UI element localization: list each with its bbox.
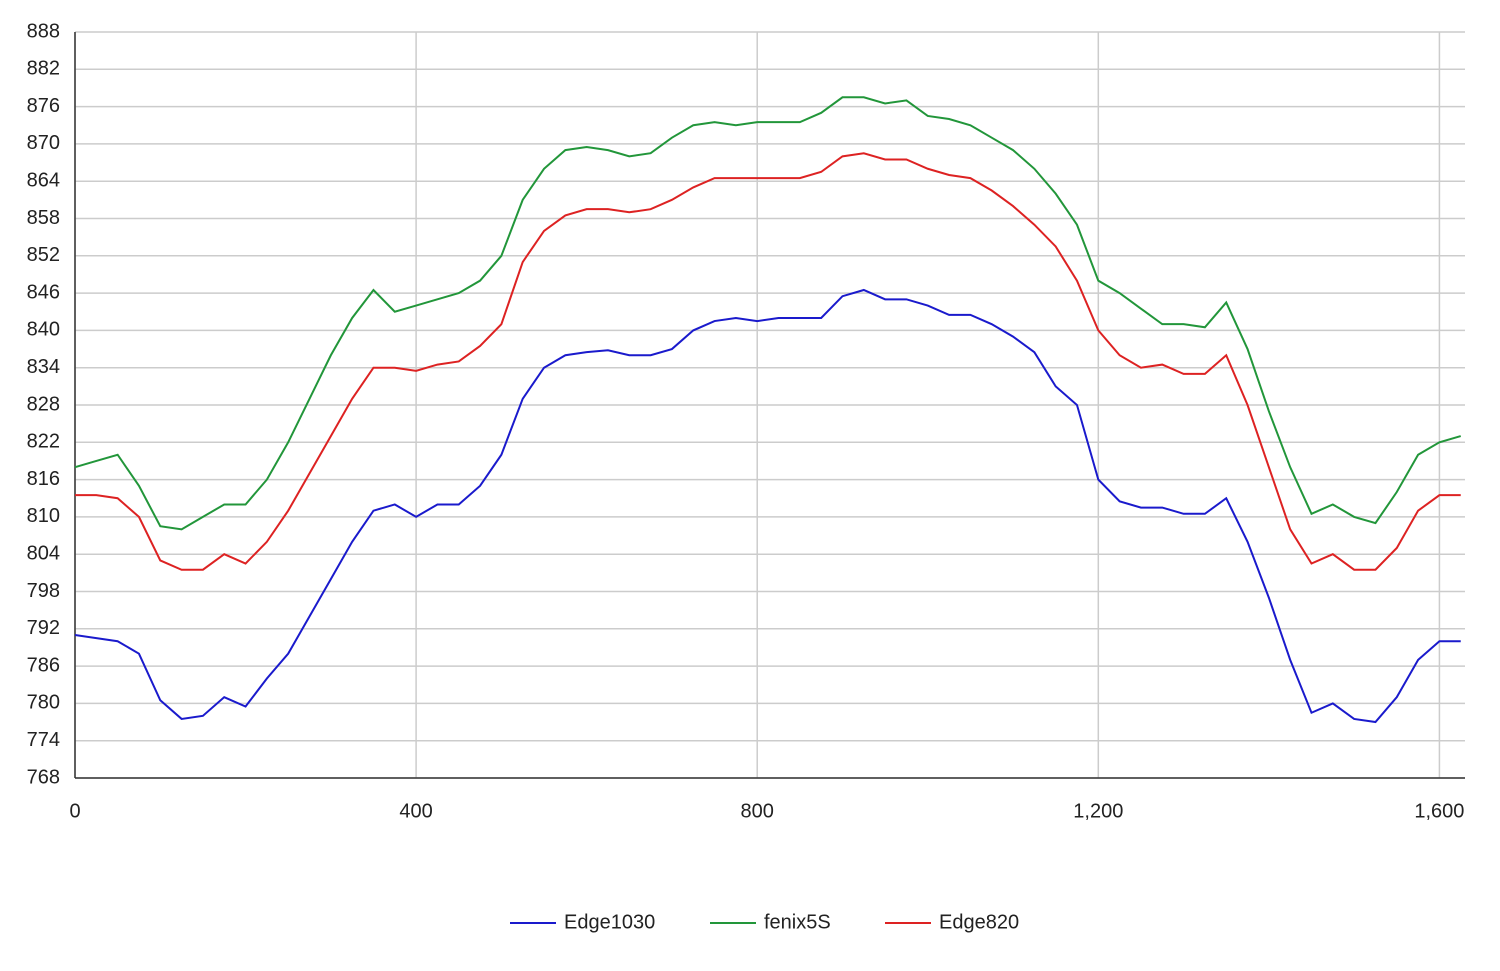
y-tick-label: 798 — [27, 580, 60, 602]
y-tick-label: 864 — [27, 169, 60, 191]
x-tick-label: 800 — [741, 800, 774, 822]
y-tick-label: 882 — [27, 58, 60, 80]
x-tick-label: 0 — [69, 800, 80, 822]
y-tick-label: 840 — [27, 319, 60, 341]
legend-label: Edge820 — [939, 911, 1019, 933]
y-tick-label: 768 — [27, 766, 60, 788]
legend-label: Edge1030 — [564, 911, 655, 933]
y-tick-label: 846 — [27, 281, 60, 303]
series-line — [74, 288, 1461, 724]
y-tick-label: 780 — [27, 692, 60, 714]
y-tick-label: 870 — [27, 132, 60, 154]
x-tick-label: 1,600 — [1414, 800, 1464, 822]
series-line — [74, 96, 1462, 531]
x-tick-label: 1,200 — [1073, 800, 1123, 822]
y-tick-label: 810 — [27, 505, 60, 527]
y-tick-label: 792 — [27, 617, 60, 639]
y-tick-label: 786 — [27, 654, 60, 676]
y-tick-label: 804 — [27, 542, 60, 564]
y-tick-label: 876 — [27, 95, 60, 117]
y-tick-label: 888 — [27, 20, 60, 42]
y-tick-label: 822 — [27, 431, 60, 453]
legend-label: fenix5S — [764, 911, 831, 933]
y-tick-label: 816 — [27, 468, 60, 490]
y-tick-label: 774 — [27, 729, 60, 751]
y-tick-label: 858 — [27, 207, 60, 229]
x-tick-label: 400 — [399, 800, 432, 822]
y-tick-label: 852 — [27, 244, 60, 266]
series-line — [75, 152, 1461, 571]
y-tick-label: 828 — [27, 393, 60, 415]
y-tick-label: 834 — [27, 356, 60, 378]
